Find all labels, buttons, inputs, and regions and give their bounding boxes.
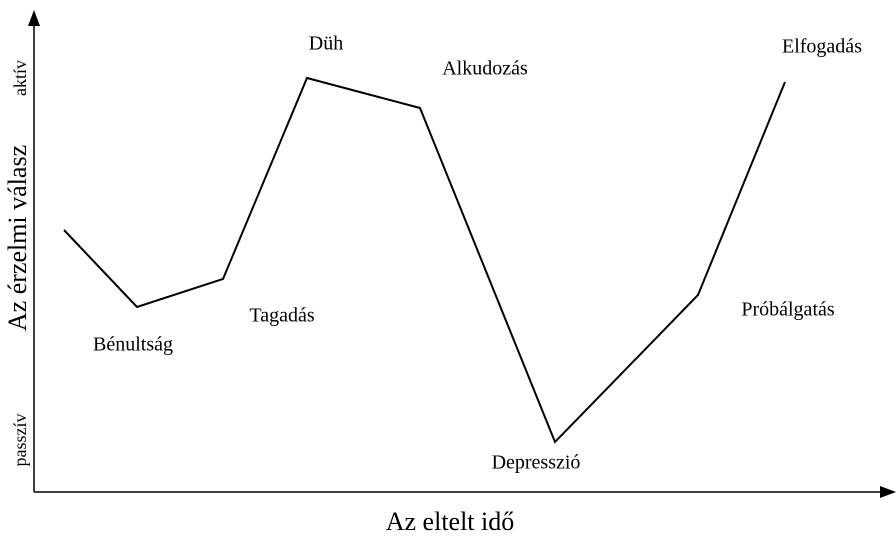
- node-label: Düh: [309, 33, 343, 55]
- node-label: Depresszió: [492, 452, 581, 474]
- y-arrow: [28, 10, 40, 26]
- curve: [63, 76, 786, 444]
- x-axis-label: Az eltelt idő: [386, 507, 515, 536]
- node-label: Alkudozás: [442, 58, 528, 80]
- y-bottom-label: passzív: [10, 414, 30, 467]
- node-label: Próbálgatás: [741, 299, 835, 321]
- y-axis-label: Az érzelmi válasz: [3, 145, 32, 331]
- y-top-label: aktív: [10, 60, 30, 96]
- node-label: Tagadás: [249, 305, 314, 327]
- x-arrow: [880, 486, 896, 498]
- node-label: Bénultság: [93, 334, 173, 356]
- node-label: Elfogadás: [782, 36, 862, 58]
